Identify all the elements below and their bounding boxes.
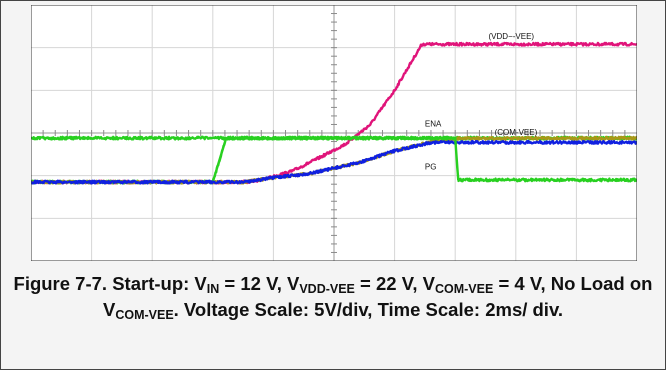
caption-text: = 4 V, No Load on V: [102, 273, 653, 320]
trace-label: (COM-VEE): [495, 128, 538, 137]
figure-caption: Figure 7-7. Start-up: VIN = 12 V, VVDD-V…: [9, 271, 657, 323]
trace-label: (VDD−-VEE): [489, 32, 535, 41]
plot-annotations: (VDD−-VEE) ENA (COM-VEE) PG: [425, 32, 538, 171]
caption-subscript: COM-VEE: [434, 282, 494, 296]
caption-text: = 12 V, V: [219, 273, 300, 294]
caption-subscript: VDD-VEE: [299, 282, 355, 296]
oscilloscope-plot: (VDD−-VEE) ENA (COM-VEE) PG: [31, 5, 637, 261]
trace-4: [31, 139, 637, 185]
caption-text: = 22 V, V: [354, 273, 435, 294]
caption-text: Figure 7-7. Start-up: V: [13, 273, 207, 294]
trace-label: ENA: [425, 120, 442, 129]
plot-traces: [31, 41, 637, 185]
plot-grid: [31, 5, 637, 261]
caption-subscript: IN: [206, 282, 220, 296]
caption-subscript: COM-VEE: [115, 308, 174, 322]
caption-text: . Voltage Scale: 5V/div, Time Scale: 2ms…: [173, 299, 564, 320]
trace-5: [31, 135, 637, 183]
trace-label: PG: [425, 162, 437, 171]
